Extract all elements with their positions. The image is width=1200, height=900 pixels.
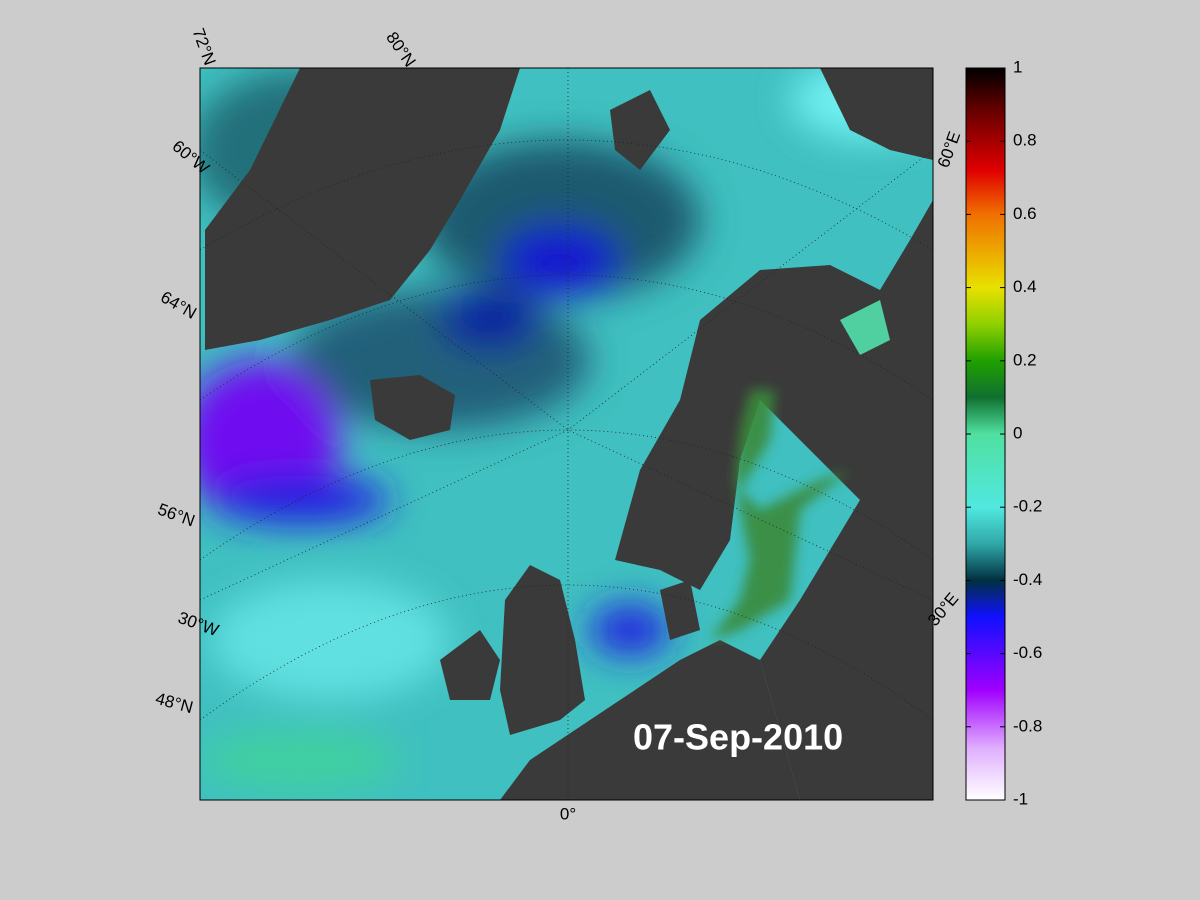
grid-label: 64°N	[157, 287, 199, 322]
grid-label: 72°N	[189, 26, 220, 68]
map	[200, 68, 933, 800]
colorbar-scale	[965, 67, 1006, 801]
colorbar-tick-label: -0.2	[1013, 497, 1042, 516]
colorbar-tick-label: 0	[1013, 423, 1022, 442]
colorbar-tick-label: -0.8	[1013, 716, 1042, 735]
grid-label: 60°E	[934, 129, 965, 170]
colorbar	[965, 67, 1006, 801]
map-frame	[199, 67, 934, 801]
colorbar-tick-label: -0.4	[1013, 570, 1042, 589]
colorbar-tick-label: 0.4	[1013, 277, 1037, 296]
colorbar-tick-label: 0.8	[1013, 131, 1037, 150]
grid-label: 0°	[560, 804, 576, 823]
grid-label: 48°N	[153, 689, 195, 717]
date-label: 07-Sep-2010	[633, 717, 843, 758]
colorbar-tick-label: 0.2	[1013, 350, 1037, 369]
graticule	[200, 68, 933, 800]
colorbar-tick-label: 0.6	[1013, 204, 1037, 223]
grid-label: 56°N	[155, 500, 197, 531]
land	[205, 68, 933, 800]
colorbar-tick-label: -0.6	[1013, 643, 1042, 662]
colorbar-tick-label: -1	[1013, 789, 1028, 808]
baltic-sea	[710, 390, 850, 640]
grid-label: 80°N	[382, 28, 419, 70]
colorbar-tick-label: 1	[1013, 57, 1022, 76]
white-sea	[840, 300, 890, 355]
